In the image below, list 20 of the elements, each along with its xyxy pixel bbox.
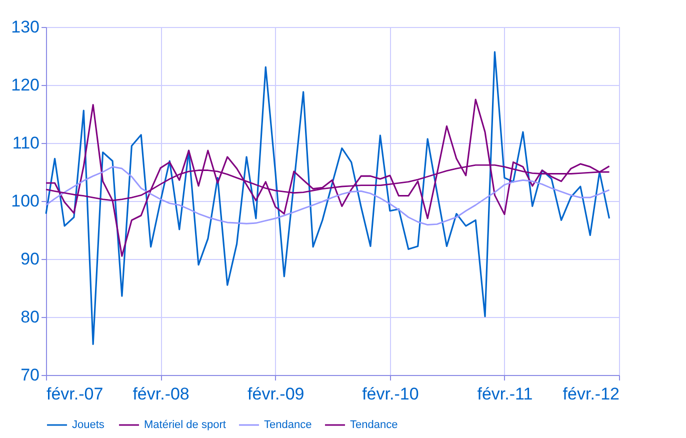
- y-tick-label: 80: [20, 308, 40, 326]
- legend-label: Jouets: [72, 419, 105, 431]
- x-tick-label: févr.-11: [477, 384, 533, 404]
- x-tick-label: févr.-08: [132, 384, 190, 404]
- line-series: [45, 166, 610, 226]
- y-tick-label: 110: [12, 134, 40, 152]
- line-series: [45, 51, 610, 346]
- y-tick-label: 130: [11, 18, 40, 36]
- legend-label: Tendance: [350, 419, 398, 431]
- legend-label: Matériel de sport: [144, 419, 226, 431]
- x-tick-label: févr.-07: [46, 384, 104, 404]
- y-tick-label: 90: [20, 250, 40, 268]
- legend-label: Tendance: [264, 419, 312, 431]
- y-tick-label: 70: [20, 366, 40, 384]
- x-tick-label: févr.-10: [362, 384, 419, 404]
- y-tick-label: 120: [11, 76, 40, 94]
- x-tick-label: févr.-12: [562, 384, 620, 404]
- x-tick-label: févr.-09: [248, 384, 304, 404]
- y-tick-label: 100: [11, 192, 40, 210]
- line-series: [45, 98, 610, 257]
